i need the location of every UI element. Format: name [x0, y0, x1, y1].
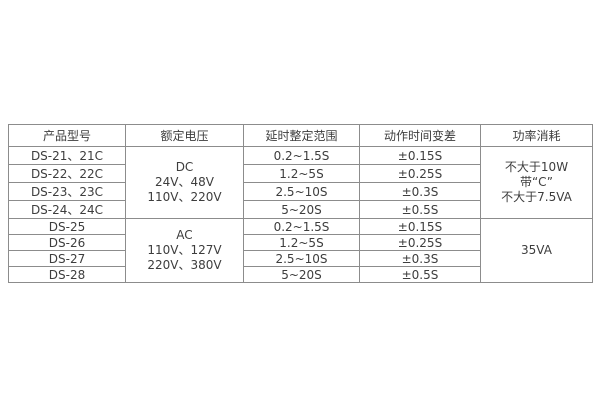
cell-range: 2.5~10S	[243, 182, 360, 201]
cell-range: 5~20S	[243, 266, 360, 283]
cell-range: 1.2~5S	[243, 234, 360, 251]
power-line: 35VA	[521, 243, 552, 257]
cell-model: DS-28	[8, 266, 126, 283]
cell-range: 0.2~1.5S	[243, 218, 360, 235]
cell-voltage-ac: AC 110V、127V 220V、380V	[125, 218, 244, 283]
cell-range: 0.2~1.5S	[243, 146, 360, 165]
cell-model: DS-25	[8, 218, 126, 235]
header-row: 产品型号 额定电压 延时整定范围 动作时间变差 功率消耗	[8, 124, 593, 147]
voltage-line: DC	[175, 160, 194, 174]
table-row: DS-21、21C DC 24V、48V 110V、220V 0.2~1.5S …	[8, 146, 593, 219]
cell-power-ac: 35VA	[480, 218, 593, 283]
cell-range: 5~20S	[243, 200, 360, 219]
table-row: DS-23、23C 2.5~10S ±0.3S	[8, 182, 593, 201]
cell-range: 1.2~5S	[243, 164, 360, 183]
voltage-line: 110V、127V	[147, 243, 222, 257]
cell-range: 2.5~10S	[243, 250, 360, 267]
cell-power-dc: 不大于10W 带“C” 不大于7.5VA	[480, 146, 593, 219]
cell-variation: ±0.15S	[359, 146, 481, 165]
voltage-line: 110V、220V	[147, 190, 222, 204]
table-row: DS-25 AC 110V、127V 220V、380V 0.2~1.5S ±0…	[8, 218, 593, 283]
table-row: DS-26 1.2~5S ±0.25S	[8, 234, 593, 251]
power-line: 带“C”	[519, 175, 554, 189]
cell-variation: ±0.25S	[359, 164, 481, 183]
cell-model: DS-24、24C	[8, 200, 126, 219]
header-action-time-variation: 动作时间变差	[359, 124, 481, 147]
voltage-line: 24V、48V	[155, 175, 214, 189]
cell-model: DS-21、21C	[8, 146, 126, 165]
cell-variation: ±0.3S	[359, 250, 481, 267]
table-row: DS-27 2.5~10S ±0.3S	[8, 250, 593, 267]
power-line: 不大于10W	[504, 160, 569, 174]
cell-model: DS-27	[8, 250, 126, 267]
table-row: DS-28 5~20S ±0.5S	[8, 266, 593, 283]
voltage-line: 220V、380V	[147, 258, 222, 272]
power-line: 不大于7.5VA	[501, 190, 572, 204]
voltage-line: AC	[176, 228, 193, 242]
header-rated-voltage: 额定电压	[125, 124, 244, 147]
relay-spec-table: 产品型号 额定电压 延时整定范围 动作时间变差 功率消耗 DS-21、21C D…	[8, 124, 593, 283]
cell-variation: ±0.5S	[359, 266, 481, 283]
cell-model: DS-26	[8, 234, 126, 251]
cell-variation: ±0.25S	[359, 234, 481, 251]
cell-voltage-dc: DC 24V、48V 110V、220V	[125, 146, 244, 219]
cell-model: DS-22、22C	[8, 164, 126, 183]
header-delay-setting-range: 延时整定范围	[243, 124, 360, 147]
header-power-consumption: 功率消耗	[480, 124, 593, 147]
cell-model: DS-23、23C	[8, 182, 126, 201]
cell-variation: ±0.15S	[359, 218, 481, 235]
header-product-model: 产品型号	[8, 124, 126, 147]
cell-variation: ±0.3S	[359, 182, 481, 201]
cell-variation: ±0.5S	[359, 200, 481, 219]
